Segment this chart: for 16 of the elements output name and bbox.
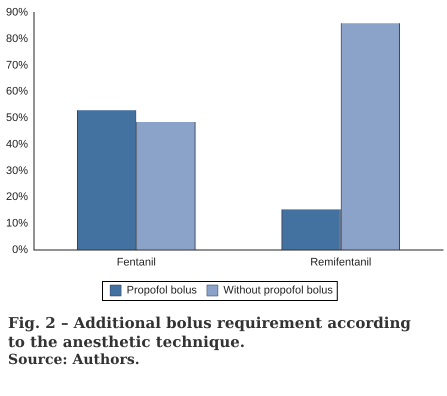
y-tick-label: 0% <box>12 244 28 256</box>
source-note: Source: Authors. <box>8 352 141 368</box>
y-tick-label: 10% <box>6 217 28 230</box>
y-tick-label: 60% <box>6 86 28 98</box>
y-tick-label: 20% <box>6 191 28 204</box>
legend-label: Propofol bolus <box>126 284 198 297</box>
y-tick-label: 80% <box>6 32 28 45</box>
y-tick-label: 50% <box>6 112 28 124</box>
y-tick-label: 90% <box>6 6 28 19</box>
y-tick-label: 70% <box>6 59 28 72</box>
x-tick-label: Fentanil <box>116 256 156 268</box>
text: Fig. 2 – Additional bolus requirement according to the anesthetic technique. <box>8 314 412 352</box>
x-tick-label: Remifentanil <box>310 256 372 268</box>
y-tick-label: 30% <box>6 164 28 177</box>
y-tick-label: 40% <box>6 138 28 150</box>
legend-label: Without propofol bolus <box>223 284 334 297</box>
